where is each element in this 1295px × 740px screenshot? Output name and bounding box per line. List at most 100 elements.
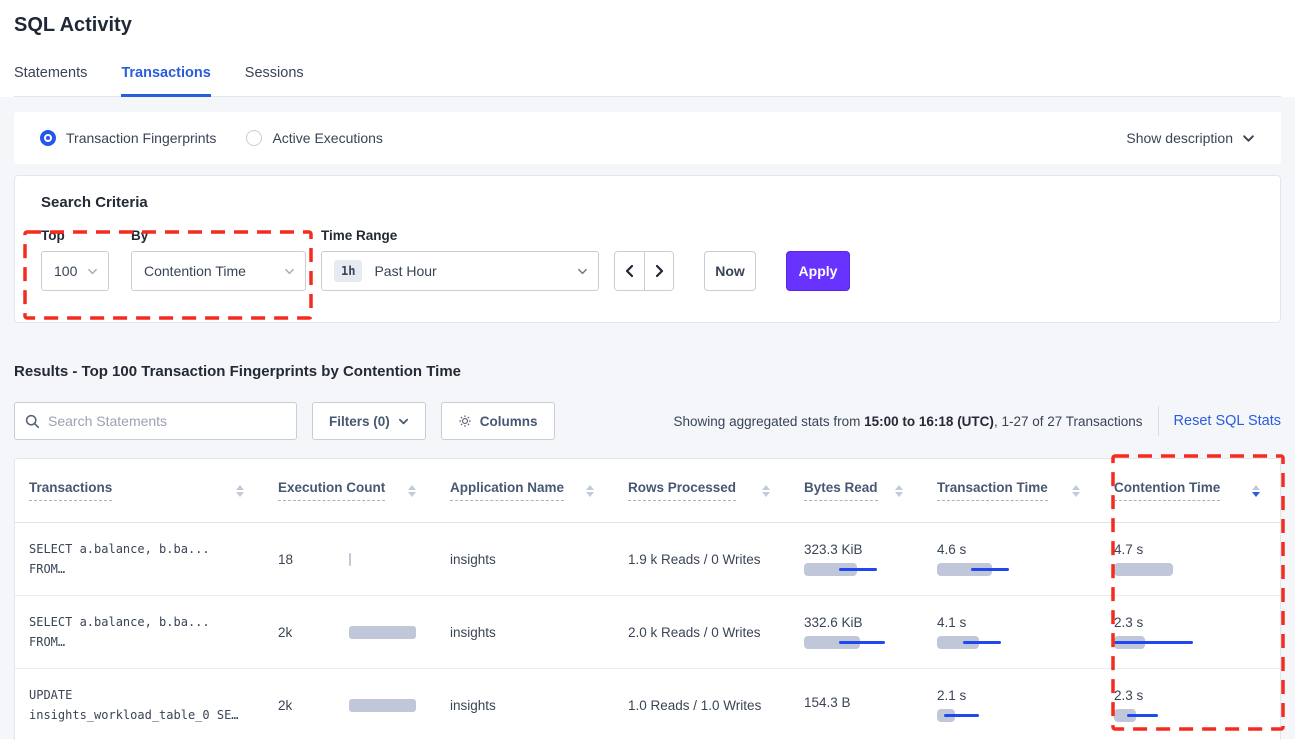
- time-range-select[interactable]: 1h Past Hour: [321, 251, 599, 291]
- sql-line-2: insights_workload_table_0 SE…: [29, 708, 239, 722]
- transaction-time-cell-bar: [937, 563, 992, 576]
- transaction-time-cell-stddev-line: [963, 641, 1001, 644]
- top-field: Top 100: [41, 228, 131, 291]
- table-controls-row: Filters (0) Columns Showing aggregated s…: [14, 402, 1281, 440]
- content-area: Transaction Fingerprints Active Executio…: [0, 97, 1295, 740]
- search-statements-box[interactable]: [14, 402, 297, 440]
- bytes-read-cell-bar-chart: [804, 636, 914, 649]
- sql-line-1: SELECT a.balance, b.ba...: [29, 615, 210, 629]
- table-header-row: Transactions Execution Count Application N…: [15, 459, 1280, 523]
- column-header-execution-count[interactable]: Execution Count: [264, 480, 436, 501]
- sort-icon[interactable]: [1252, 484, 1260, 497]
- contention-time-cell-stddev-line: [1114, 641, 1193, 644]
- contention-time-cell-value: 2.3 s: [1114, 615, 1144, 630]
- bytes-read-cell-stddev-line: [839, 641, 885, 644]
- previous-time-range-button[interactable]: [615, 252, 644, 290]
- transaction-fingerprint-cell[interactable]: UPDATE insights_workload_table_0 SE…: [15, 685, 264, 725]
- by-select-value: Contention Time: [144, 263, 246, 279]
- rows-processed-cell: 2.0 k Reads / 0 Writes: [628, 624, 761, 640]
- bytes-read-cell-value: 323.3 KiB: [804, 542, 863, 557]
- results-heading: Results - Top 100 Transaction Fingerprin…: [14, 363, 462, 380]
- tab-statements[interactable]: Statements: [14, 65, 88, 81]
- chevron-down-icon: [1243, 134, 1254, 142]
- sort-down-arrow: [236, 491, 244, 497]
- bytes-read-cell-value: 332.6 KiB: [804, 615, 863, 630]
- columns-button[interactable]: Columns: [440, 402, 555, 440]
- top-select[interactable]: 100: [41, 251, 109, 291]
- show-description-toggle[interactable]: Show description: [1126, 130, 1255, 146]
- radio-selected-icon[interactable]: [40, 130, 56, 146]
- contention-time-cell: 4.7 s: [1100, 542, 1280, 576]
- transaction-time-cell: 2.1 s: [923, 688, 1100, 722]
- bytes-read-cell-bar-chart: [804, 563, 914, 576]
- radio-label: Active Executions: [272, 130, 383, 146]
- sql-line-1: UPDATE: [29, 688, 73, 702]
- column-header-transaction-time[interactable]: Transaction Time: [923, 480, 1100, 501]
- transaction-time-cell-stddev-line: [971, 568, 1009, 571]
- column-header-transactions[interactable]: Transactions: [15, 480, 264, 501]
- column-header-label: Contention Time: [1114, 480, 1221, 501]
- sort-icon[interactable]: [586, 484, 594, 497]
- tab-transactions[interactable]: Transactions: [121, 65, 211, 97]
- transaction-fingerprint-cell[interactable]: SELECT a.balance, b.ba... FROM…: [15, 612, 264, 652]
- sort-icon[interactable]: [236, 484, 244, 497]
- rows-processed-cell: 1.9 k Reads / 0 Writes: [628, 551, 761, 567]
- column-header-bytes-read[interactable]: Bytes Read: [790, 480, 923, 501]
- sort-icon[interactable]: [762, 484, 770, 497]
- reset-sql-stats-link[interactable]: Reset SQL Stats: [1173, 413, 1281, 429]
- bytes-read-cell-bar: [804, 563, 857, 576]
- view-toggle-strip: Transaction Fingerprints Active Executio…: [14, 112, 1281, 164]
- filters-button[interactable]: Filters (0): [312, 402, 426, 440]
- search-icon: [25, 414, 40, 428]
- radio-label: Transaction Fingerprints: [66, 130, 217, 146]
- time-range-badge: 1h: [334, 260, 363, 282]
- by-select[interactable]: Contention Time: [131, 251, 306, 291]
- radio-transaction-fingerprints[interactable]: Transaction Fingerprints: [40, 130, 216, 146]
- table-row[interactable]: UPDATE insights_workload_table_0 SE… 2k ins…: [15, 669, 1280, 740]
- column-header-label: Rows Processed: [628, 480, 737, 501]
- transaction-time-cell-stddev-line: [944, 714, 979, 717]
- sort-down-arrow: [408, 491, 416, 497]
- time-range-field: Time Range 1h Past Hour: [321, 228, 614, 291]
- column-header-label: Transaction Time: [937, 480, 1048, 501]
- transactions-table: Transactions Execution Count Application N…: [14, 458, 1281, 740]
- contention-time-cell-value: 2.3 s: [1114, 688, 1144, 703]
- next-time-range-button[interactable]: [644, 252, 673, 290]
- execution-count-cell: 2k: [264, 669, 436, 740]
- apply-button[interactable]: Apply: [786, 251, 850, 291]
- column-header-contention-time[interactable]: Contention Time: [1100, 480, 1280, 501]
- transaction-time-cell-value: 2.1 s: [937, 688, 967, 703]
- execution-count-value: 2k: [278, 624, 293, 640]
- table-row[interactable]: SELECT a.balance, b.ba... FROM… 18 insights…: [15, 523, 1280, 596]
- execution-count-bar: [349, 625, 416, 639]
- radio-unselected-icon[interactable]: [246, 130, 263, 146]
- table-row[interactable]: SELECT a.balance, b.ba... FROM… 2k insights…: [15, 596, 1280, 669]
- sort-down-arrow: [895, 491, 903, 497]
- column-header-rows-processed[interactable]: Rows Processed: [614, 480, 790, 501]
- application-name-cell: insights: [450, 697, 496, 713]
- transaction-time-cell-bar-chart: [937, 563, 1047, 576]
- radio-active-executions[interactable]: Active Executions: [246, 130, 383, 146]
- sort-up-arrow: [408, 484, 416, 490]
- time-range-value: Past Hour: [374, 263, 437, 279]
- contention-time-cell-bar-chart: [1114, 636, 1224, 649]
- transaction-time-cell-bar-chart: [937, 636, 1047, 649]
- sort-up-arrow: [1252, 484, 1260, 490]
- chevron-down-icon: [578, 268, 587, 274]
- sql-line-2: FROM…: [29, 562, 66, 576]
- now-button[interactable]: Now: [704, 251, 756, 291]
- bytes-read-cell: 332.6 KiB: [790, 615, 923, 649]
- search-statements-input[interactable]: [48, 413, 286, 429]
- tab-sessions[interactable]: Sessions: [244, 65, 304, 81]
- sort-icon[interactable]: [895, 484, 903, 497]
- filters-label: Filters (0): [329, 413, 390, 429]
- transaction-time-cell: 4.6 s: [923, 542, 1100, 576]
- execution-count-bar: [349, 698, 416, 712]
- transaction-fingerprint-cell[interactable]: SELECT a.balance, b.ba... FROM…: [15, 539, 264, 579]
- application-name-cell: insights: [450, 551, 496, 567]
- show-description-label: Show description: [1126, 130, 1233, 146]
- sort-down-arrow: [1252, 491, 1260, 497]
- sort-icon[interactable]: [408, 484, 416, 497]
- sort-icon[interactable]: [1072, 484, 1080, 497]
- column-header-application-name[interactable]: Application Name: [436, 480, 614, 501]
